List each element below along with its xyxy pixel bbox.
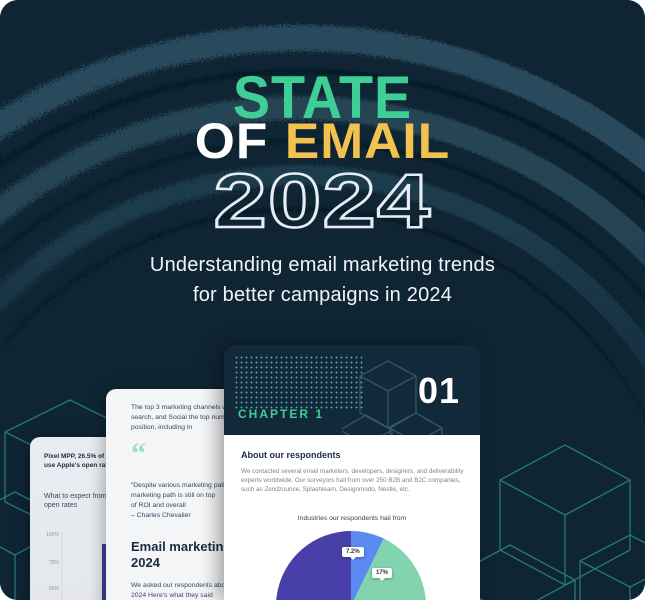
svg-text:75%: 75% [49,560,60,566]
svg-text:50%: 50% [49,586,60,592]
svg-text:100%: 100% [46,532,59,538]
